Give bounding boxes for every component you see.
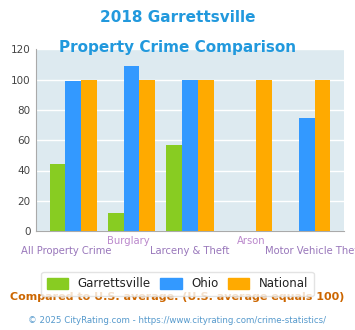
Text: Property Crime Comparison: Property Crime Comparison <box>59 40 296 54</box>
Bar <box>108 213 124 231</box>
Bar <box>315 80 330 231</box>
Bar <box>81 80 97 231</box>
Text: All Property Crime: All Property Crime <box>21 246 111 256</box>
Bar <box>50 164 65 231</box>
Bar <box>182 80 198 231</box>
Bar <box>65 81 81 231</box>
Bar <box>166 145 182 231</box>
Bar <box>140 80 155 231</box>
Bar <box>256 80 272 231</box>
Text: © 2025 CityRating.com - https://www.cityrating.com/crime-statistics/: © 2025 CityRating.com - https://www.city… <box>28 316 327 325</box>
Text: Arson: Arson <box>237 236 266 246</box>
Text: Compared to U.S. average. (U.S. average equals 100): Compared to U.S. average. (U.S. average … <box>10 292 345 302</box>
Bar <box>124 66 140 231</box>
Bar <box>299 117 315 231</box>
Legend: Garrettsville, Ohio, National: Garrettsville, Ohio, National <box>41 272 314 296</box>
Text: Burglary: Burglary <box>107 236 149 246</box>
Text: Motor Vehicle Theft: Motor Vehicle Theft <box>265 246 355 256</box>
Text: Larceny & Theft: Larceny & Theft <box>150 246 230 256</box>
Bar <box>198 80 214 231</box>
Text: 2018 Garrettsville: 2018 Garrettsville <box>100 10 255 25</box>
